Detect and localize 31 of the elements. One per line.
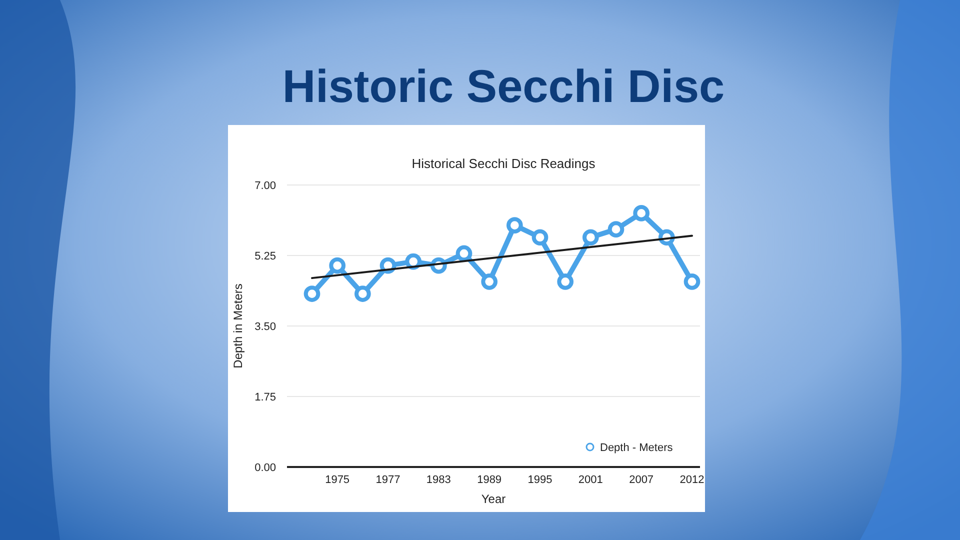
legend-label: Depth - Meters [600, 442, 674, 454]
x-tick-label: 1995 [528, 474, 552, 486]
x-tick-label: 2012 [680, 474, 704, 486]
x-tick-label: 1975 [325, 474, 350, 486]
point [633, 205, 650, 222]
point [582, 229, 599, 246]
point [405, 253, 422, 270]
point [532, 229, 548, 246]
x-axis-title: Year [481, 492, 506, 506]
point [329, 257, 346, 274]
point [684, 274, 700, 290]
y-axis-title: Depth in Meters [231, 284, 245, 368]
x-tick-label: 2007 [629, 474, 654, 486]
x-tick-label: 1989 [477, 474, 502, 486]
x-tick-label: 1983 [426, 474, 451, 486]
chart-title: Historic Secchi Disc [282, 60, 725, 112]
x-tick-label: 1977 [376, 474, 400, 486]
y-tick-label: 0.00 [254, 462, 276, 474]
x-tick-label: 2001 [578, 474, 603, 486]
point [557, 274, 574, 290]
y-tick-label: 1.75 [254, 392, 276, 404]
point [456, 245, 472, 262]
point [506, 217, 523, 234]
y-tick-label: 5.25 [254, 250, 276, 262]
point [481, 274, 498, 290]
point [354, 286, 371, 302]
point [304, 286, 320, 302]
chart-subtitle: Historical Secchi Disc Readings [412, 156, 596, 171]
point [608, 221, 624, 238]
y-tick-label: 3.50 [254, 321, 276, 333]
y-tick-label: 7.00 [254, 180, 276, 192]
